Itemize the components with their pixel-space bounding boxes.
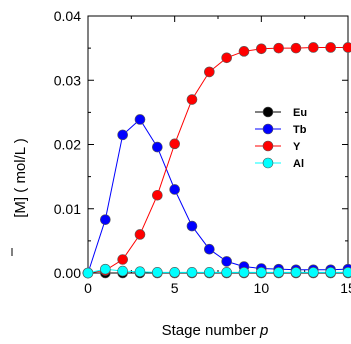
legend-item-tb: Tb — [255, 123, 307, 136]
data-point-tb — [100, 214, 111, 225]
data-point-y — [238, 46, 250, 57]
data-point-y — [256, 43, 267, 55]
legend-marker-y — [262, 140, 274, 152]
data-point-al — [342, 267, 351, 278]
data-point-al — [308, 267, 319, 278]
plot-border — [87, 15, 349, 274]
data-point-y — [308, 42, 319, 53]
data-point-y — [134, 229, 146, 240]
data-point-al — [273, 267, 284, 278]
legend-label-eu: Eu — [293, 107, 307, 119]
data-point-y — [325, 42, 336, 53]
data-point-tb — [186, 220, 198, 232]
x-tick-label: 15 — [340, 280, 351, 296]
legend-label-tb: Tb — [293, 124, 307, 136]
data-point-y — [169, 138, 180, 150]
data-point-y — [117, 254, 128, 265]
legend-item-al: Al — [255, 157, 304, 170]
legend-label-y: Y — [293, 141, 301, 153]
x-axis-title-main: Stage number — [162, 322, 260, 339]
data-point-y — [342, 42, 351, 53]
y-tick-label: 0.04 — [54, 8, 81, 24]
data-point-y — [204, 66, 215, 78]
legend: Eu Tb Y Al — [255, 106, 307, 170]
data-point-al — [256, 267, 267, 278]
series-line-y — [87, 47, 348, 274]
data-point-tb — [117, 129, 128, 141]
data-point-al — [152, 267, 163, 278]
data-point-al — [134, 266, 146, 278]
series-al — [82, 263, 351, 279]
plot-frame — [87, 15, 349, 274]
data-point-al — [117, 265, 128, 277]
x-axis: 0 5 10 15 — [84, 16, 351, 296]
data-point-tb — [204, 243, 215, 255]
data-point-tb — [221, 256, 232, 267]
legend-label-al: Al — [293, 158, 304, 170]
x-tick-label: 0 — [84, 280, 92, 296]
data-point-y — [152, 189, 163, 201]
series-tb — [82, 114, 351, 279]
data-point-al — [186, 267, 198, 278]
x-tick-label: 5 — [171, 280, 179, 296]
data-point-y — [273, 42, 284, 54]
legend-item-eu: Eu — [255, 106, 307, 119]
data-point-al — [325, 267, 336, 278]
data-point-tb — [134, 114, 146, 125]
y-axis-title-symbol: [M] — [12, 197, 29, 218]
data-point-al — [82, 267, 94, 279]
x-tick-label: 10 — [254, 280, 270, 296]
y-tick-label: 0.00 — [54, 265, 81, 281]
y-tick-label: 0.02 — [54, 137, 81, 153]
series-y — [82, 42, 351, 279]
data-point-y — [186, 94, 198, 105]
series-line-al — [87, 268, 348, 274]
data-point-al — [204, 267, 215, 278]
y-tick-label: 0.01 — [54, 201, 81, 217]
data-point-al — [290, 267, 302, 278]
legend-item-y: Y — [255, 140, 301, 153]
data-point-al — [100, 263, 111, 275]
y-tick-label: 0.03 — [54, 72, 81, 88]
series-layer — [82, 42, 351, 279]
data-point-y — [290, 42, 302, 54]
legend-marker-eu — [262, 106, 274, 118]
series-line-tb — [87, 118, 349, 274]
data-point-al — [169, 267, 180, 278]
x-axis-title: Stage number p — [162, 322, 269, 339]
data-point-tb — [169, 184, 180, 195]
y-axis-title-unit: ( mol/L ) — [12, 138, 29, 197]
data-point-tb — [152, 141, 163, 153]
data-point-al — [221, 267, 232, 278]
data-point-al — [238, 267, 250, 278]
legend-marker-al — [262, 157, 274, 169]
y-axis: 0.00 0.01 0.02 0.03 0.04 — [54, 8, 348, 281]
legend-marker-tb — [262, 123, 274, 135]
data-point-y — [221, 52, 232, 64]
x-axis-title-variable: p — [259, 322, 268, 339]
y-axis-title: [M] ( mol/L ) — [12, 138, 29, 217]
